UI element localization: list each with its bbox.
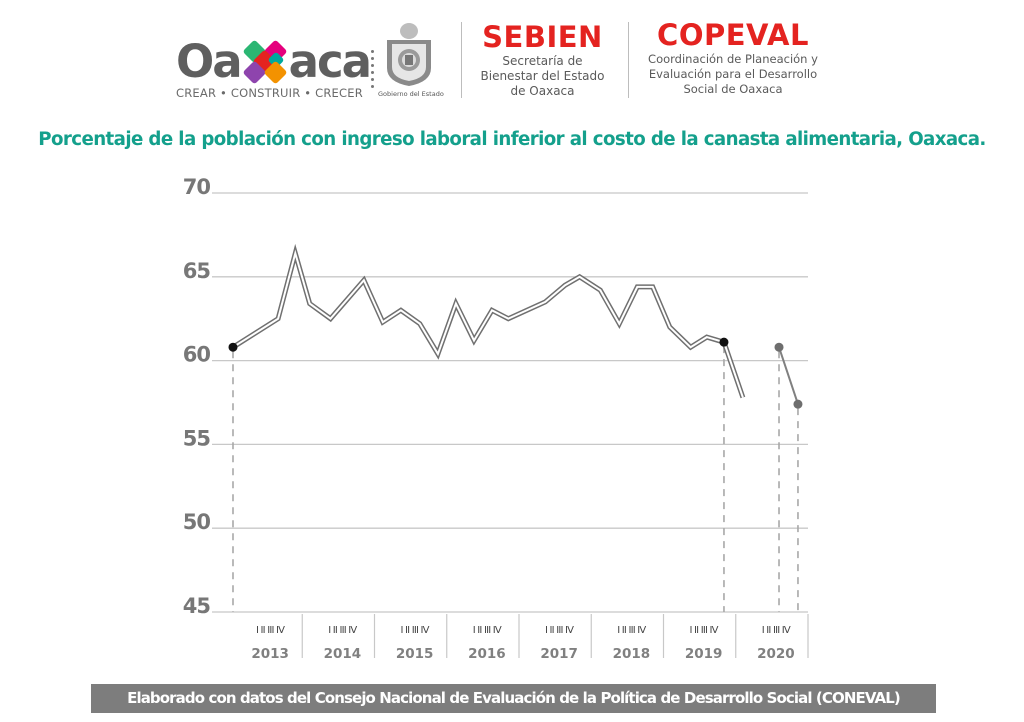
year-label-2017: 2017 (540, 646, 578, 662)
government-label: Gobierno del Estado (378, 90, 444, 98)
quarter-labels-2014: I II III IV (328, 625, 357, 636)
marker-dot-black (719, 337, 729, 347)
header-divider (628, 22, 629, 98)
marker-dot-gray (793, 399, 803, 409)
header: Oa aca CREAR • CONSTRUIR • CRECER Gobier… (0, 0, 1024, 115)
year-label-2018: 2018 (613, 646, 651, 662)
header-divider (461, 22, 462, 98)
y-tick-label-55: 55 (183, 426, 211, 450)
y-tick-label-65: 65 (183, 259, 211, 283)
marker-dot-gray (774, 342, 784, 352)
y-tick-label-70: 70 (183, 175, 211, 199)
oaxaca-logo: Oa aca CREAR • CONSTRUIR • CRECER (176, 35, 372, 101)
series-line-inner (232, 249, 744, 398)
oaxaca-tagline: CREAR • CONSTRUIR • CRECER (176, 86, 363, 100)
copeval-line-3: Social de Oaxaca (683, 82, 783, 96)
year-label-2013: 2013 (251, 646, 289, 662)
quarter-labels-2015: I II III IV (401, 625, 430, 636)
sebien-logo: SEBIEN Secretaría de Bienestar del Estad… (470, 20, 615, 99)
sebien-acronym: SEBIEN (482, 20, 603, 54)
quarter-labels-2016: I II III IV (473, 625, 502, 636)
oaxaca-word-right: aca (288, 35, 372, 88)
year-label-2019: 2019 (685, 646, 723, 662)
oaxaca-wordmark: Oa aca (176, 35, 372, 88)
quarter-labels-2019: I II III IV (690, 625, 719, 636)
dotted-divider (371, 50, 374, 92)
copeval-line-1: Coordinación de Planeación y (648, 52, 818, 66)
quarter-labels-2018: I II III IV (617, 625, 646, 636)
chart-title: Porcentaje de la población con ingreso l… (38, 129, 986, 150)
series-line-outline (231, 243, 746, 399)
quarter-labels-2020: I II III IV (762, 625, 791, 636)
y-tick-label-50: 50 (183, 510, 211, 534)
sebien-line-3: de Oaxaca (510, 84, 575, 98)
year-label-2014: 2014 (324, 646, 362, 662)
copeval-line-2: Evaluación para el Desarrollo (648, 67, 818, 81)
y-tick-label-45: 45 (183, 594, 211, 618)
sebien-line-2: Bienestar del Estado (480, 69, 605, 83)
year-label-2020: 2020 (757, 646, 795, 662)
state-coat-of-arms-icon (387, 23, 431, 86)
quarter-labels-2013: I II III IV (256, 625, 285, 636)
source-footer: Elaborado con datos del Consejo Nacional… (91, 684, 936, 713)
copeval-logo: COPEVAL Coordinación de Planeación y Eva… (637, 18, 829, 97)
series-line-2020 (778, 346, 799, 405)
marker-dot-black (228, 342, 238, 352)
y-tick-label-60: 60 (183, 343, 211, 367)
oaxaca-word-left: Oa (176, 35, 243, 88)
copeval-acronym: COPEVAL (657, 18, 809, 52)
year-label-2016: 2016 (468, 646, 506, 662)
sebien-line-1: Secretaría de (502, 54, 583, 68)
quarter-labels-2017: I II III IV (545, 625, 574, 636)
year-label-2015: 2015 (396, 646, 434, 662)
